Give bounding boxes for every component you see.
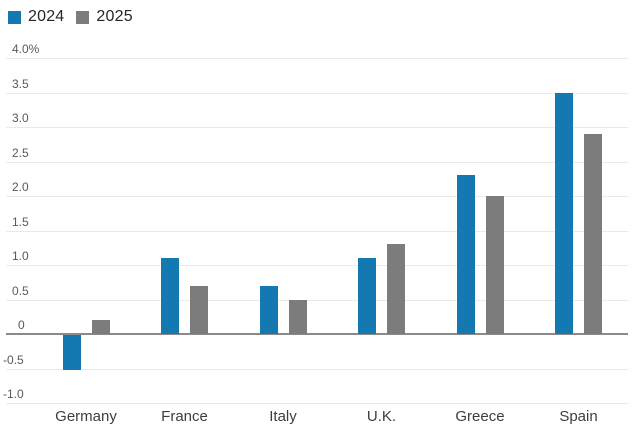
y-tick-label: -1.0: [3, 387, 24, 401]
y-tick-label: 4.0%: [12, 42, 40, 56]
bar-2025-greece: [485, 196, 504, 334]
bar-2024-italy: [259, 285, 278, 334]
bar-2024-greece: [456, 175, 475, 334]
bar-2024-spain: [555, 92, 573, 334]
legend-item-2024: 2024: [8, 8, 64, 26]
category-label-uk: U.K.: [366, 408, 397, 425]
gridline: [6, 127, 628, 128]
gridline: [6, 265, 628, 266]
y-tick-label: 3.0: [12, 111, 29, 125]
legend-label-2024: 2024: [28, 8, 65, 25]
bar-2025-germany: [91, 320, 110, 334]
bar-2025-france: [190, 285, 208, 334]
y-tick-label: 0.5: [12, 283, 29, 298]
gridline: [6, 161, 628, 163]
y-tick-label: 1.5: [12, 214, 29, 229]
y-tick-label: 2.0: [12, 180, 29, 194]
bar-2024-uk: [358, 258, 376, 334]
gridline: [6, 368, 628, 370]
gridline: [6, 58, 628, 59]
category-label-greece: Greece: [455, 408, 505, 425]
y-tick-label: 2.5: [12, 145, 29, 160]
bar-2024-france: [161, 258, 179, 334]
legend-swatch-2024: [8, 10, 21, 24]
bar-2025-uk: [387, 244, 405, 334]
category-label-france: France: [161, 408, 208, 425]
gridline: [6, 230, 628, 232]
y-tick-label: 0: [18, 318, 25, 332]
gridline: [6, 299, 628, 301]
gridline: [6, 403, 628, 404]
gridline: [6, 196, 628, 197]
y-tick-label: 1.0: [12, 249, 29, 263]
legend-item-2025: 2025: [76, 8, 133, 26]
y-tick-label: -0.5: [3, 352, 24, 367]
zero-axis-line: [6, 333, 628, 335]
y-tick-label: 3.5: [12, 76, 29, 91]
gridline: [6, 92, 628, 94]
bar-2024-germany: [62, 335, 81, 370]
legend-label-2025: 2025: [96, 8, 133, 25]
bar-2025-italy: [288, 299, 307, 334]
category-label-spain: Spain: [559, 408, 598, 425]
category-label-germany: Germany: [55, 408, 117, 425]
category-label-italy: Italy: [269, 408, 297, 425]
legend: 2024 2025: [8, 8, 133, 26]
bar-2025-spain: [584, 133, 602, 334]
legend-swatch-2025: [76, 10, 90, 24]
